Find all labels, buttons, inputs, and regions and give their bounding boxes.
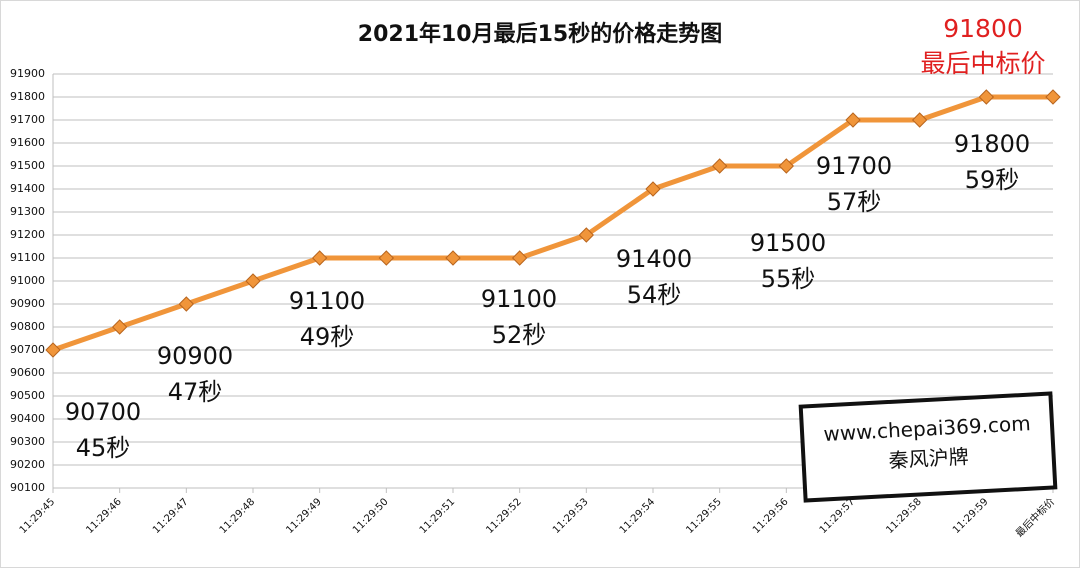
y-tick-label: 91000: [10, 274, 45, 287]
marker: [845, 112, 861, 128]
y-tick-label: 91300: [10, 205, 45, 218]
marker: [978, 89, 995, 105]
annotation: 91500: [750, 229, 826, 257]
marker: [1045, 89, 1061, 105]
annotation: 45秒: [76, 434, 131, 462]
y-tick-label: 90800: [10, 320, 45, 333]
marker: [578, 227, 595, 243]
final-note: 91800: [943, 14, 1023, 43]
y-tick-label: 90900: [10, 297, 45, 310]
y-tick-label: 90300: [10, 435, 45, 448]
y-tick-label: 90100: [10, 481, 45, 494]
annotation: 91700: [816, 152, 892, 180]
annotation: 91100: [481, 285, 557, 313]
y-tick-label: 91800: [10, 90, 45, 103]
y-tick-label: 91900: [10, 67, 45, 80]
y-tick-label: 90600: [10, 366, 45, 379]
annotation: 91800: [954, 130, 1030, 158]
marker: [778, 158, 795, 174]
marker: [645, 181, 661, 197]
marker: [178, 296, 195, 312]
marker: [511, 250, 528, 266]
annotation: 47秒: [168, 378, 223, 406]
annotation: 55秒: [761, 265, 816, 293]
annotation: 54秒: [627, 281, 682, 309]
y-tick-label: 90700: [10, 343, 45, 356]
marker: [45, 342, 61, 358]
marker: [311, 250, 328, 266]
marker: [445, 250, 461, 266]
y-tick-label: 91500: [10, 159, 45, 172]
line: [52, 94, 1053, 353]
annotation: 91100: [289, 287, 365, 315]
y-tick-label: 91400: [10, 182, 45, 195]
annotation: 52秒: [492, 321, 547, 349]
annotation: 90700: [65, 398, 141, 426]
annotation: 49秒: [300, 323, 355, 351]
watermark-text: 秦风沪牌: [888, 444, 969, 472]
marker: [711, 158, 728, 174]
marker: [245, 273, 261, 289]
marker: [111, 319, 128, 335]
y-tick-label: 91200: [10, 228, 45, 241]
y-tick-label: 90200: [10, 458, 45, 471]
chart-title: 2021年10月最后15秒的价格走势图: [358, 21, 722, 47]
annotation: 59秒: [965, 166, 1020, 194]
annotation: 91400: [616, 245, 692, 273]
annotation: 57秒: [827, 188, 882, 216]
marker: [378, 250, 395, 266]
y-tick-label: 91100: [10, 251, 45, 264]
annotation: 90900: [157, 342, 233, 370]
final-note: 最后中标价: [920, 49, 1045, 78]
watermark-box: [798, 391, 1058, 503]
y-tick-label: 90400: [10, 412, 45, 425]
y-tick-label: 91600: [10, 136, 45, 149]
y-tick-label: 91700: [10, 113, 45, 126]
y-tick-label: 90500: [10, 389, 45, 402]
marker: [911, 112, 928, 128]
